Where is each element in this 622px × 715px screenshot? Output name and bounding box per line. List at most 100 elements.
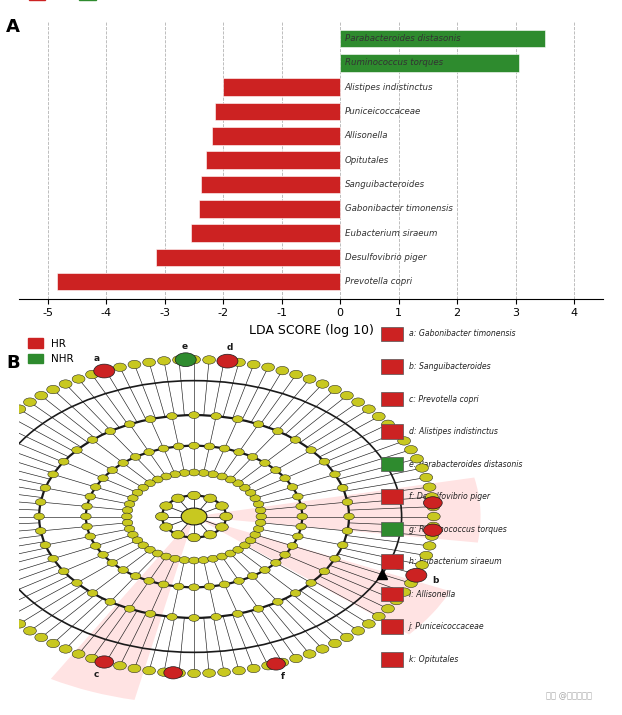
Circle shape bbox=[351, 626, 364, 635]
Circle shape bbox=[189, 614, 199, 621]
Circle shape bbox=[35, 498, 46, 506]
Circle shape bbox=[161, 553, 172, 560]
Circle shape bbox=[132, 489, 143, 496]
Circle shape bbox=[425, 532, 439, 541]
Text: f: Desulfovibrio piger: f: Desulfovibrio piger bbox=[409, 492, 490, 501]
Circle shape bbox=[290, 590, 301, 596]
Circle shape bbox=[424, 497, 442, 509]
Circle shape bbox=[225, 476, 236, 483]
Circle shape bbox=[328, 639, 341, 648]
Circle shape bbox=[390, 428, 403, 437]
Circle shape bbox=[208, 556, 218, 562]
Circle shape bbox=[280, 551, 290, 558]
Circle shape bbox=[253, 526, 264, 533]
Circle shape bbox=[373, 612, 385, 621]
Circle shape bbox=[189, 557, 199, 564]
Circle shape bbox=[306, 579, 317, 586]
Circle shape bbox=[234, 578, 244, 584]
Text: c: c bbox=[94, 670, 100, 679]
Text: j: Puniceicoccaceae: j: Puniceicoccaceae bbox=[409, 622, 485, 631]
Bar bbox=[340, 30, 545, 47]
Circle shape bbox=[90, 483, 101, 490]
Circle shape bbox=[59, 645, 72, 654]
Circle shape bbox=[233, 666, 246, 675]
Circle shape bbox=[262, 661, 274, 670]
Circle shape bbox=[256, 519, 266, 526]
Circle shape bbox=[131, 453, 141, 460]
Circle shape bbox=[225, 550, 236, 557]
Circle shape bbox=[35, 633, 48, 641]
Circle shape bbox=[239, 542, 250, 549]
Circle shape bbox=[86, 654, 98, 663]
FancyBboxPatch shape bbox=[381, 554, 404, 569]
Circle shape bbox=[35, 528, 46, 534]
Circle shape bbox=[188, 669, 200, 678]
Circle shape bbox=[128, 531, 138, 538]
Circle shape bbox=[239, 484, 250, 491]
Circle shape bbox=[287, 483, 298, 490]
Circle shape bbox=[86, 370, 98, 379]
Text: Allisonella: Allisonella bbox=[345, 132, 388, 140]
Circle shape bbox=[420, 551, 433, 560]
Circle shape bbox=[47, 639, 60, 648]
Circle shape bbox=[406, 568, 427, 582]
Circle shape bbox=[34, 513, 44, 520]
Circle shape bbox=[330, 471, 340, 478]
Circle shape bbox=[363, 405, 375, 413]
FancyBboxPatch shape bbox=[381, 489, 404, 504]
Circle shape bbox=[342, 528, 353, 534]
Wedge shape bbox=[194, 516, 450, 635]
Circle shape bbox=[204, 531, 216, 539]
Text: 知乎 @一起实验网: 知乎 @一起实验网 bbox=[545, 691, 592, 700]
Circle shape bbox=[156, 512, 169, 521]
Circle shape bbox=[404, 579, 417, 588]
Circle shape bbox=[189, 412, 199, 418]
Circle shape bbox=[124, 606, 135, 612]
Circle shape bbox=[152, 550, 163, 557]
Bar bbox=[201, 176, 340, 193]
FancyBboxPatch shape bbox=[381, 619, 404, 634]
Bar bbox=[156, 249, 340, 266]
Circle shape bbox=[423, 483, 436, 491]
FancyBboxPatch shape bbox=[381, 652, 404, 666]
Circle shape bbox=[105, 428, 116, 435]
Circle shape bbox=[290, 370, 302, 379]
Text: b: Sanguibacteroides: b: Sanguibacteroides bbox=[409, 362, 491, 371]
Circle shape bbox=[248, 664, 260, 673]
Circle shape bbox=[124, 526, 135, 533]
Circle shape bbox=[233, 480, 243, 487]
Circle shape bbox=[172, 531, 184, 539]
Circle shape bbox=[234, 448, 244, 455]
Circle shape bbox=[179, 470, 190, 476]
Circle shape bbox=[58, 568, 69, 575]
Circle shape bbox=[128, 495, 138, 502]
Circle shape bbox=[424, 524, 442, 536]
Circle shape bbox=[35, 391, 48, 400]
Circle shape bbox=[415, 464, 429, 472]
Circle shape bbox=[100, 659, 112, 666]
Circle shape bbox=[217, 354, 238, 368]
Circle shape bbox=[58, 458, 69, 465]
Circle shape bbox=[174, 583, 184, 590]
Circle shape bbox=[172, 669, 185, 677]
Circle shape bbox=[114, 363, 126, 372]
Circle shape bbox=[128, 360, 141, 369]
Bar bbox=[211, 127, 340, 144]
Circle shape bbox=[161, 473, 172, 480]
Circle shape bbox=[189, 584, 199, 591]
Circle shape bbox=[427, 512, 440, 521]
Circle shape bbox=[427, 503, 440, 511]
Text: b: b bbox=[432, 576, 439, 585]
Circle shape bbox=[179, 556, 190, 563]
Text: Eubacterium siraeum: Eubacterium siraeum bbox=[345, 229, 437, 237]
Text: Parabacteroides distasonis: Parabacteroides distasonis bbox=[345, 34, 460, 43]
Circle shape bbox=[220, 581, 230, 588]
Circle shape bbox=[47, 385, 60, 394]
Circle shape bbox=[144, 448, 154, 455]
Circle shape bbox=[72, 447, 82, 453]
Circle shape bbox=[215, 502, 228, 511]
Circle shape bbox=[397, 437, 411, 445]
Circle shape bbox=[245, 489, 256, 496]
Text: a: Gabonibacter timonensis: a: Gabonibacter timonensis bbox=[409, 330, 516, 338]
Circle shape bbox=[253, 500, 264, 508]
